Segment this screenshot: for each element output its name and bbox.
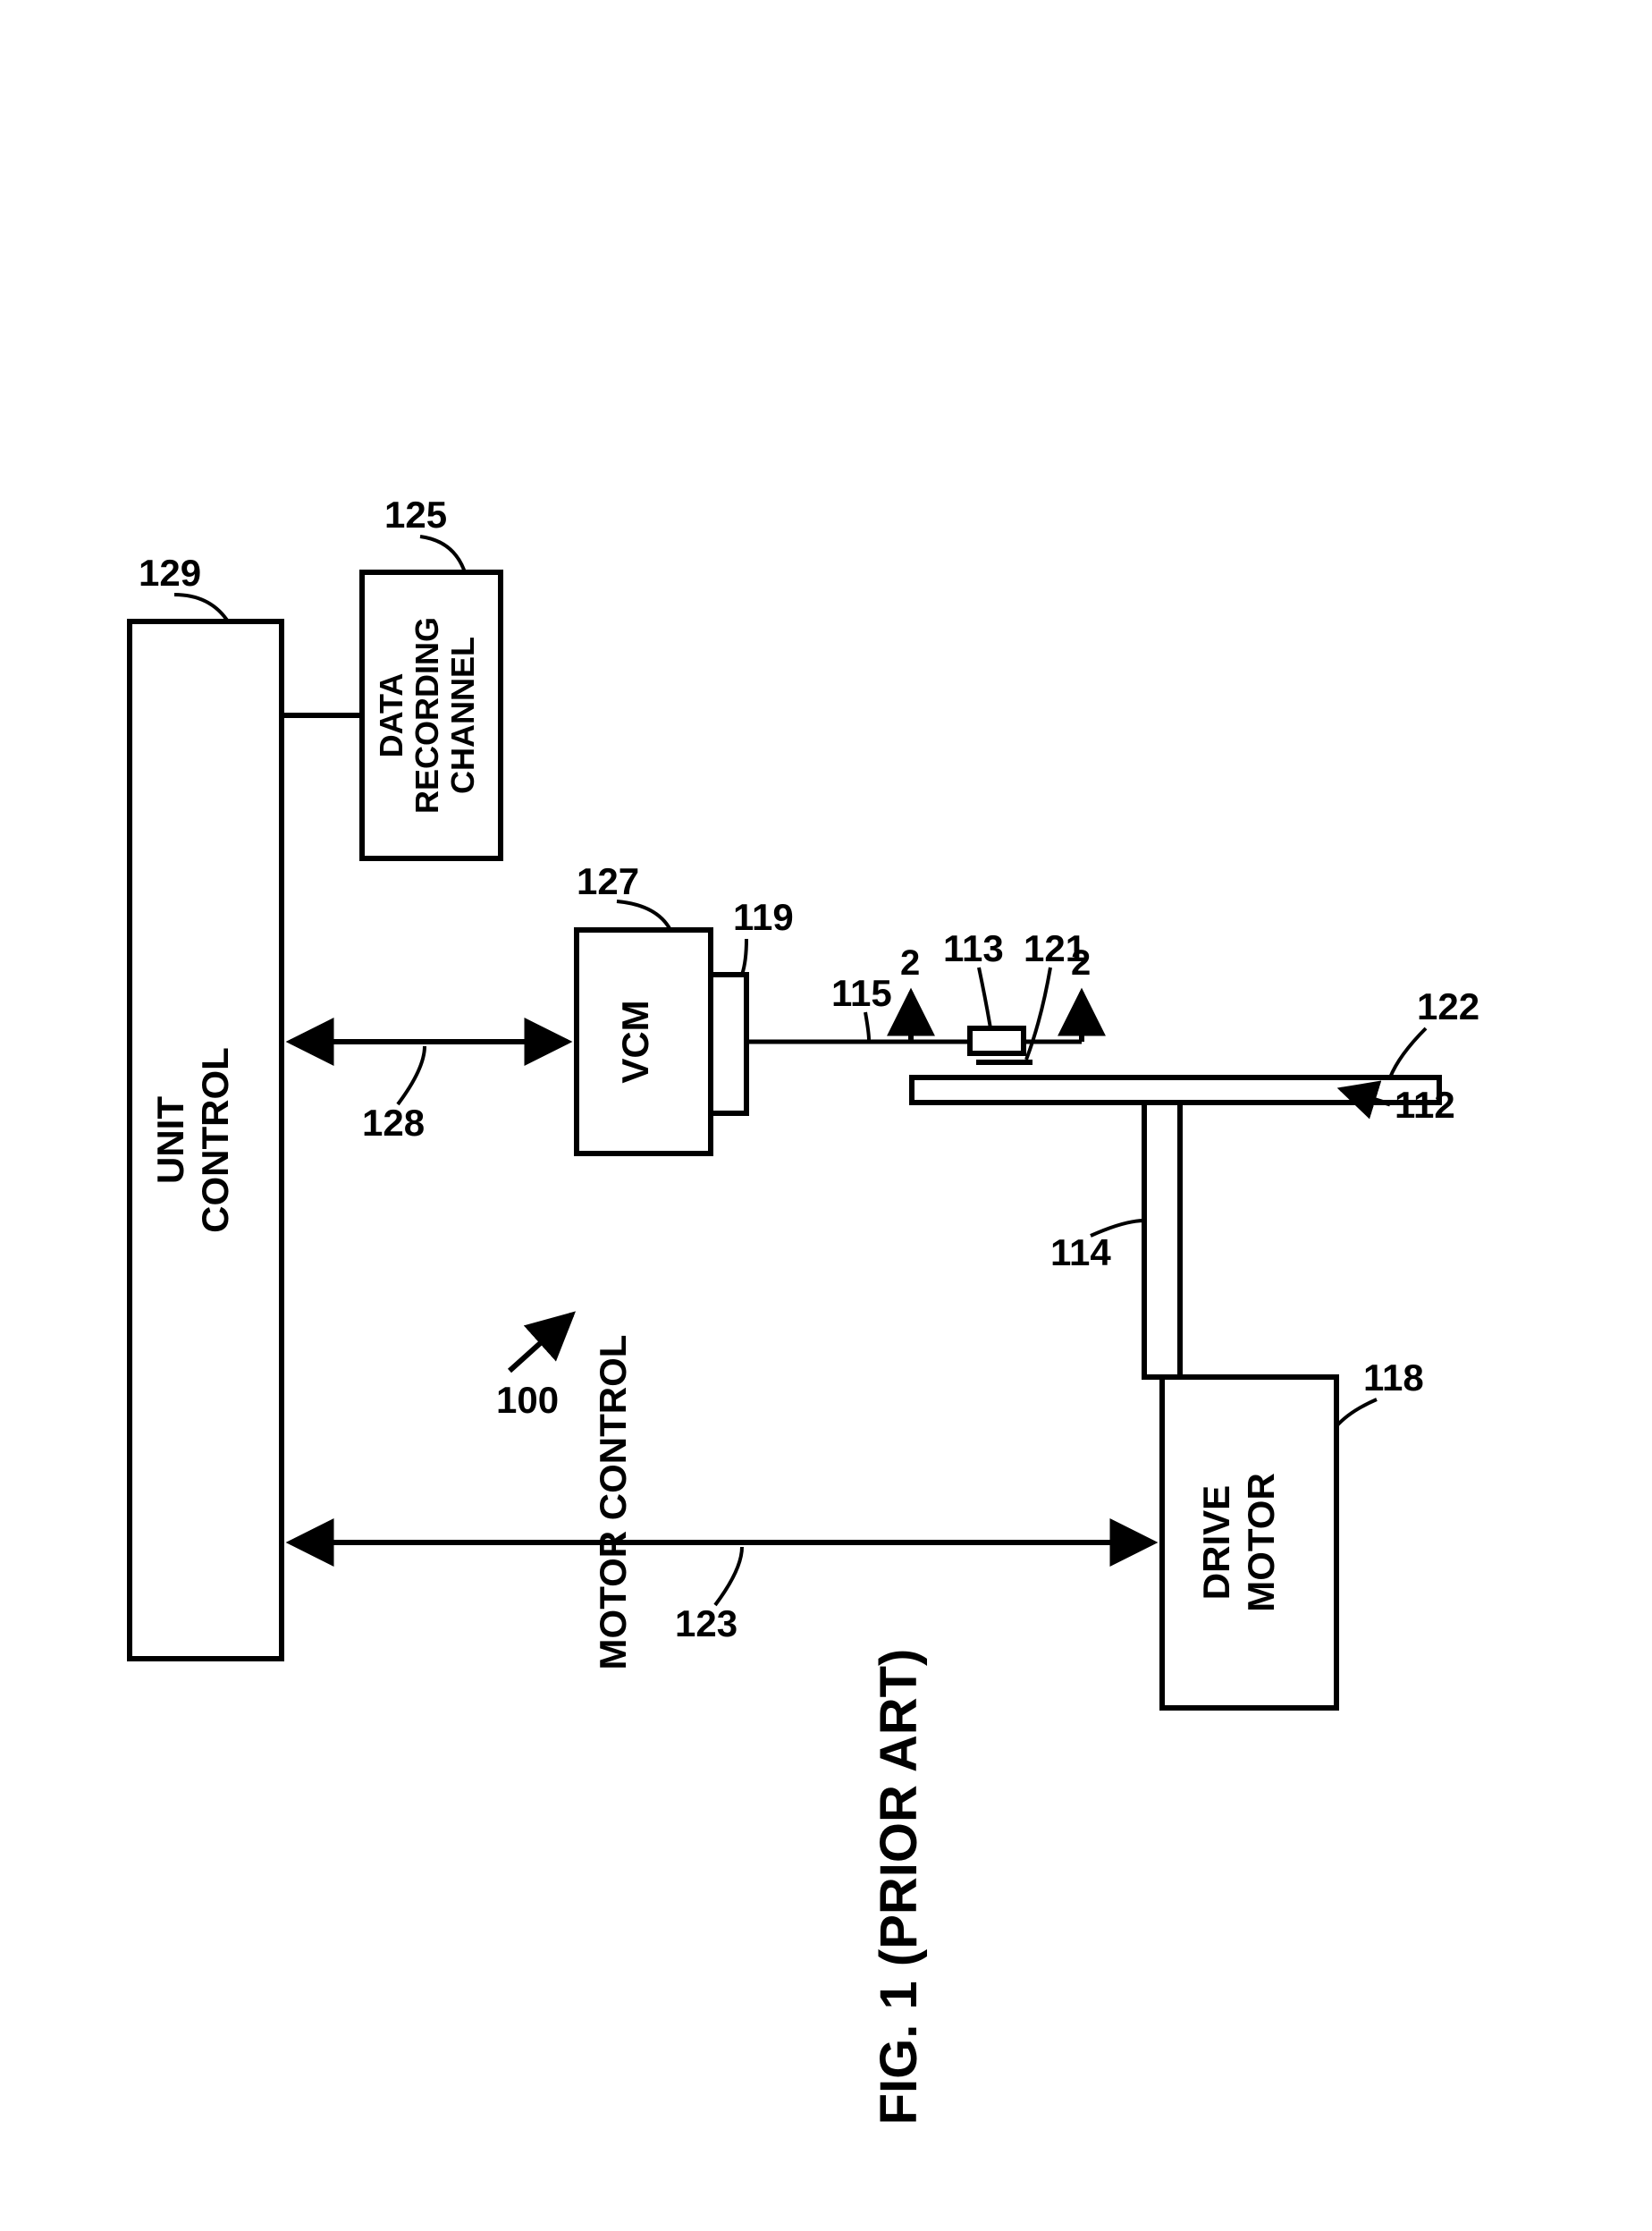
ref-112: 112 [1395,1084,1455,1126]
data-recording-block: DATA RECORDING CHANNEL [362,572,501,858]
vcm-block: VCM [577,930,711,1154]
ref-122: 122 [1417,985,1479,1027]
leader-118 [1336,1399,1377,1426]
section-arrow-right: 2 [1071,943,1091,1042]
data-recording-label-1: DATA [373,673,409,758]
drive-motor-block: DRIVE MOTOR [1162,1377,1336,1708]
ref-2b: 2 [1071,943,1091,983]
leader-122 [1390,1028,1426,1077]
leader-127 [617,901,670,930]
control-unit-label-2: UNIT [149,1096,191,1184]
vcm-label: VCM [614,1000,656,1083]
data-recording-label-2: RECORDING [409,617,445,814]
drive-motor-label-1: DRIVE [1195,1485,1237,1600]
leader-129 [174,595,228,621]
shaft-119 [711,975,746,1113]
leader-113 [979,968,990,1028]
ref-129: 129 [139,552,201,594]
ref-115: 115 [831,972,892,1014]
leader-125 [420,537,465,572]
ref-125: 125 [384,494,447,536]
control-unit-label-1: CONTROL [194,1047,236,1233]
control-unit-block: UNIT CONTROL [130,621,282,1659]
motor-control-label: MOTOR CONTROL [592,1335,634,1670]
leader-123 [715,1547,742,1605]
ref-118: 118 [1363,1356,1424,1399]
ref-113: 113 [943,927,1004,969]
spindle-114 [1144,1103,1180,1377]
ref-128: 128 [362,1102,425,1144]
leader-121 [1026,968,1050,1060]
data-recording-label-3: CHANNEL [444,637,481,794]
section-arrow-left: 2 [900,943,920,1042]
leader-100-icon [510,1314,572,1371]
leader-114 [1091,1221,1144,1236]
ref-123: 123 [675,1602,738,1644]
slider-113 [970,1028,1024,1053]
ref-2a: 2 [900,943,920,983]
drive-motor-label-2: MOTOR [1240,1473,1282,1612]
ref-119: 119 [733,896,794,938]
ref-114: 114 [1050,1231,1111,1273]
ref-100: 100 [496,1379,559,1421]
leader-119 [742,939,746,975]
ref-127: 127 [577,860,639,902]
disk-112 [912,1077,1439,1103]
leader-115 [865,1012,869,1040]
leader-128 [398,1046,425,1104]
figure-caption: FIG. 1 (PRIOR ART) [870,1649,928,2125]
